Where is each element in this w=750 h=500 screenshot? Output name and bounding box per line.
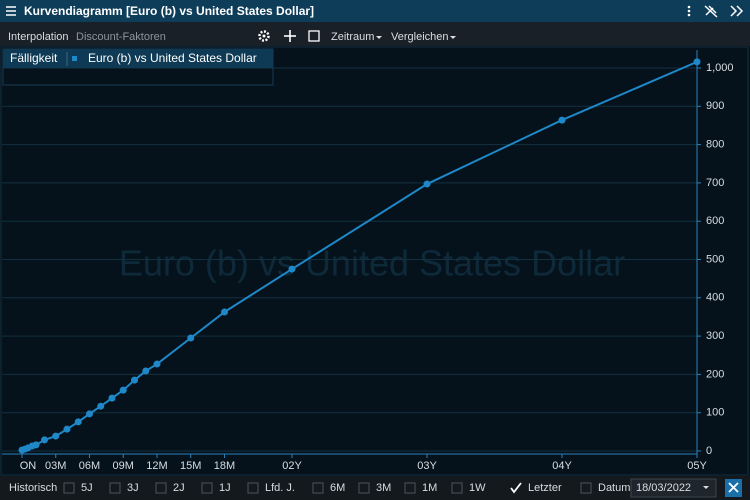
- title-bar: [0, 0, 750, 22]
- option-label: Letzter: [528, 482, 562, 494]
- x-tick-label: 03Y: [417, 460, 437, 472]
- y-tick-label: 800: [706, 139, 724, 151]
- x-tick-label: 15M: [180, 460, 201, 472]
- date-input[interactable]: [630, 478, 717, 498]
- x-tick-label: 06M: [79, 460, 100, 472]
- footer: [0, 476, 750, 500]
- checkbox[interactable]: [109, 482, 121, 494]
- checkbox[interactable]: [247, 482, 259, 494]
- chart-frame: [0, 46, 749, 476]
- data-point: [86, 410, 93, 418]
- legend-header: Fälligkeit: [10, 51, 58, 65]
- menu[interactable]: Vergleichen: [391, 31, 449, 43]
- data-point: [142, 367, 150, 375]
- data-point: [153, 360, 161, 368]
- menu[interactable]: Zeitraum: [331, 31, 374, 43]
- checkbox[interactable]: [201, 482, 213, 494]
- checkbox[interactable]: [404, 482, 416, 494]
- option-label: Datum: [598, 482, 630, 494]
- option-label: 1J: [219, 482, 231, 494]
- window-title: Kurvendiagramm [Euro (b) vs United State…: [24, 4, 314, 18]
- option-label: 2J: [173, 482, 185, 494]
- data-point: [41, 436, 48, 444]
- expand-icon[interactable]: [730, 5, 744, 17]
- data-point: [119, 386, 127, 394]
- y-tick-label: 300: [706, 330, 724, 342]
- option-label: 3J: [127, 482, 139, 494]
- data-point: [97, 402, 105, 410]
- x-tick-label: 12M: [146, 460, 167, 472]
- checkbox[interactable]: [63, 482, 75, 494]
- y-tick-label: 600: [706, 215, 724, 227]
- toolbar: [0, 22, 750, 46]
- option-label: 1M: [422, 482, 437, 494]
- dropdown-arrow: [703, 486, 709, 489]
- option-label: 5J: [81, 482, 93, 494]
- layout-icon[interactable]: [308, 30, 320, 42]
- data-point: [423, 180, 431, 188]
- data-point: [74, 418, 82, 426]
- checkbox[interactable]: [155, 482, 167, 494]
- option-label: 3M: [376, 482, 391, 494]
- date-value: 18/03/2022: [636, 482, 691, 494]
- x-tick-label: 05Y: [687, 460, 707, 472]
- option-label: 1W: [469, 482, 486, 494]
- data-point: [52, 432, 60, 440]
- dropdown-arrow: [450, 36, 456, 39]
- footer-label: Historisch: [9, 482, 57, 494]
- checkbox[interactable]: [312, 482, 324, 494]
- tab[interactable]: Discount-Faktoren: [76, 31, 166, 43]
- y-tick-label: 900: [706, 100, 724, 112]
- unpin-icon[interactable]: [704, 5, 718, 18]
- y-tick-label: 200: [706, 368, 724, 380]
- data-point: [108, 394, 116, 402]
- y-tick-label: 0: [706, 445, 712, 457]
- checkmark[interactable]: [510, 482, 522, 494]
- close-icon: [728, 482, 739, 493]
- crosshair-icon[interactable]: [284, 30, 296, 42]
- data-point: [32, 441, 40, 449]
- x-tick-label: 18M: [214, 460, 235, 472]
- legend-swatch: [72, 56, 77, 61]
- y-tick-label: 500: [706, 253, 724, 265]
- data-point: [131, 376, 138, 384]
- x-tick-label: 02Y: [282, 460, 302, 472]
- checkbox[interactable]: [451, 482, 463, 494]
- data-point: [558, 116, 566, 124]
- x-tick-label: 09M: [113, 460, 134, 472]
- data-point: [63, 425, 71, 433]
- data-point: [693, 58, 701, 66]
- y-tick-label: 1,000: [706, 62, 734, 74]
- y-tick-label: 100: [706, 407, 724, 419]
- x-tick-label: 03M: [45, 460, 66, 472]
- checkbox[interactable]: [358, 482, 370, 494]
- y-tick-label: 400: [706, 292, 724, 304]
- menu-icon[interactable]: [6, 6, 16, 16]
- more-icon[interactable]: [687, 5, 691, 17]
- data-point: [221, 308, 228, 316]
- tab[interactable]: Interpolation: [8, 31, 69, 43]
- history-options: 5J 3J 2J 1J Lfd. J. 6M 3M 1M 1W Letzter Datum: [63, 482, 630, 494]
- plot: Euro (b) vs United States Dollar 0 100 200 3…: [2, 50, 734, 472]
- option-label: Lfd. J.: [265, 482, 295, 494]
- legend-entry[interactable]: Euro (b) vs United States Dollar: [88, 51, 257, 65]
- data-point: [288, 265, 296, 273]
- dropdown-arrow: [376, 36, 382, 39]
- x-tick-label: 04Y: [552, 460, 572, 472]
- data-point: [187, 334, 195, 342]
- legend: [3, 49, 273, 68]
- y-tick-label: 700: [706, 177, 724, 189]
- option-label: 6M: [330, 482, 345, 494]
- x-tick-label: ON: [20, 460, 37, 472]
- settings-icon[interactable]: [258, 30, 270, 42]
- checkbox[interactable]: [580, 482, 592, 494]
- watermark: Euro (b) vs United States Dollar: [119, 243, 625, 284]
